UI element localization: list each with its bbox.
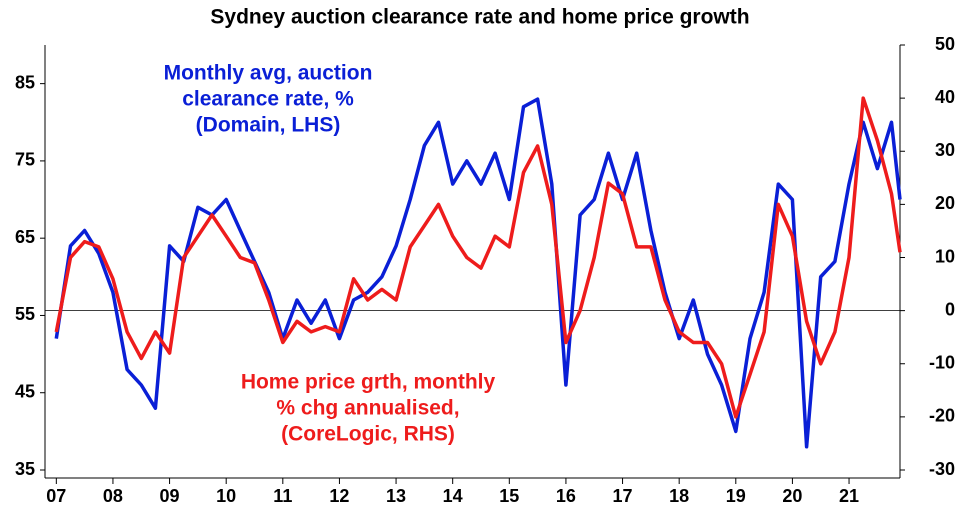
- annotation: % chg annualised,: [276, 397, 459, 420]
- y2-tick-label: 20: [935, 193, 955, 213]
- y-tick-label: 85: [15, 72, 35, 92]
- y2-tick-label: -30: [929, 459, 955, 479]
- x-tick-label: 16: [556, 486, 576, 506]
- y-tick-label: 65: [15, 227, 35, 247]
- y-tick-label: 35: [15, 459, 35, 479]
- annotation: clearance rate, %: [182, 88, 354, 111]
- y2-tick-label: 40: [935, 87, 955, 107]
- y2-tick-label: 50: [935, 34, 955, 54]
- y-tick-label: 75: [15, 150, 35, 170]
- x-tick-label: 08: [103, 486, 123, 506]
- series-line: [54, 96, 902, 419]
- y2-tick-label: 10: [935, 246, 955, 266]
- y2-tick-label: -20: [929, 406, 955, 426]
- annotation: (Domain, LHS): [196, 114, 341, 137]
- y2-tick-label: 30: [935, 140, 955, 160]
- x-tick-label: 12: [329, 486, 349, 506]
- x-tick-label: 14: [443, 486, 463, 506]
- x-tick-label: 19: [726, 486, 746, 506]
- x-tick-label: 17: [613, 486, 633, 506]
- y-tick-label: 55: [15, 304, 35, 324]
- annotation: Monthly avg, auction: [164, 62, 373, 85]
- x-tick-label: 07: [46, 486, 66, 506]
- x-tick-label: 20: [782, 486, 802, 506]
- x-tick-label: 13: [386, 486, 406, 506]
- annotation: Home price grth, monthly: [241, 371, 496, 394]
- x-tick-label: 15: [499, 486, 519, 506]
- annotation: (CoreLogic, RHS): [281, 423, 455, 446]
- x-tick-label: 09: [160, 486, 180, 506]
- x-tick-label: 18: [669, 486, 689, 506]
- y2-tick-label: -10: [929, 353, 955, 373]
- x-tick-label: 21: [839, 486, 859, 506]
- x-tick-label: 10: [216, 486, 236, 506]
- y-tick-label: 45: [15, 381, 35, 401]
- x-tick-label: 11: [273, 486, 292, 506]
- series-line: [54, 97, 902, 449]
- chart-title: Sydney auction clearance rate and home p…: [210, 6, 749, 29]
- y2-tick-label: 0: [945, 299, 955, 319]
